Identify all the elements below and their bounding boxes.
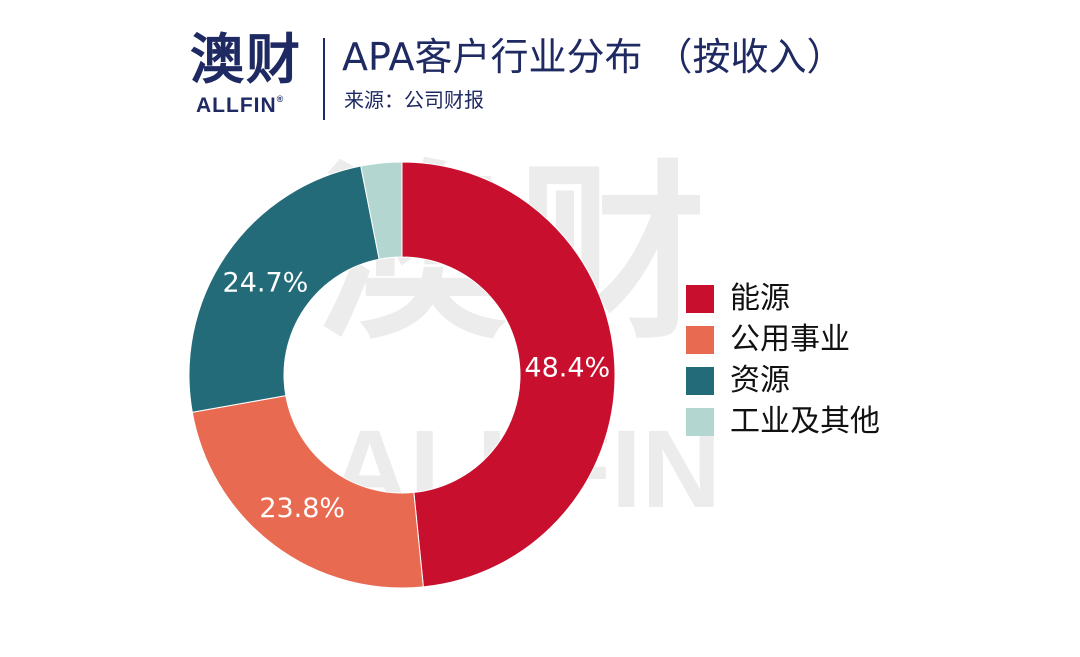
chart-title: APA客户行业分布 （按收入）: [342, 35, 845, 79]
header: 澳财 ALLFIN® APA客户行业分布 （按收入） 来源：公司财报: [0, 0, 1080, 140]
legend-item-2: 资源: [686, 360, 880, 401]
legend-label-2: 资源: [730, 362, 790, 398]
slice-label-2: 24.7%: [223, 268, 309, 299]
slice-2: [188, 165, 380, 413]
chart-source: 来源：公司财报: [344, 88, 484, 112]
header-divider: [323, 38, 325, 120]
legend-label-0: 能源: [730, 280, 790, 316]
legend-label-3: 工业及其他: [730, 403, 880, 439]
legend-item-0: 能源: [686, 278, 880, 319]
slice-label-1: 23.8%: [259, 493, 345, 524]
slice-3: [360, 161, 403, 260]
legend-swatch-3: [686, 407, 714, 436]
legend-swatch-2: [686, 366, 714, 395]
logo-subtext-label: ALLFIN: [196, 94, 277, 117]
slice-0: [401, 161, 616, 588]
registered-mark: ®: [276, 94, 285, 104]
logo: 澳财: [190, 28, 302, 91]
legend-swatch-1: [686, 325, 714, 354]
legend-item-1: 公用事业: [686, 319, 880, 360]
legend-swatch-0: [686, 284, 714, 313]
legend-item-3: 工业及其他: [686, 401, 880, 442]
logo-subtext: ALLFIN®: [196, 94, 284, 118]
slice-1: [191, 395, 424, 589]
slice-label-0: 48.4%: [524, 353, 610, 384]
legend-label-1: 公用事业: [730, 321, 850, 357]
chart-legend: 能源公用事业资源工业及其他: [686, 278, 880, 442]
